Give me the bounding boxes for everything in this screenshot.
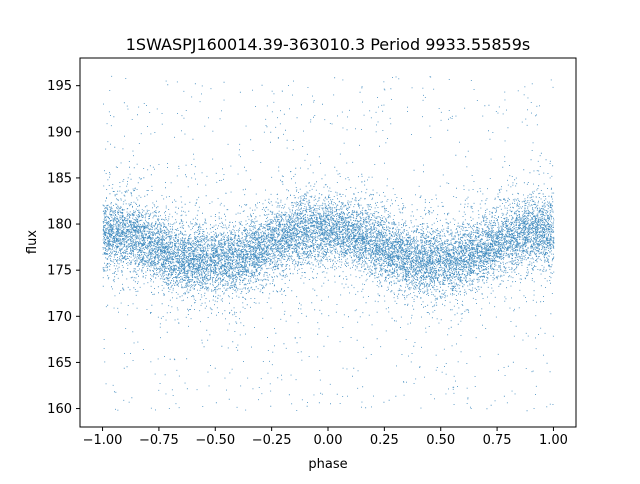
x-axis-label: phase <box>308 457 347 472</box>
x-tick-label: 0.00 <box>314 433 343 448</box>
x-tick-label: −0.50 <box>195 433 235 448</box>
y-tick-label: 190 <box>47 125 72 140</box>
y-tick-label: 185 <box>47 171 72 186</box>
x-tick-label: 0.25 <box>370 433 399 448</box>
y-tick-label: 160 <box>47 402 72 417</box>
y-tick-label: 165 <box>47 356 72 371</box>
x-tick-label: −0.75 <box>139 433 179 448</box>
x-tick-label: −0.25 <box>252 433 292 448</box>
y-tick-label: 195 <box>47 79 72 94</box>
x-tick-label: 0.75 <box>483 433 512 448</box>
data-points <box>102 75 555 412</box>
y-tick-label: 170 <box>47 310 72 325</box>
y-tick-label: 180 <box>47 218 72 233</box>
x-tick-label: 1.00 <box>539 433 568 448</box>
y-tick-label: 175 <box>47 264 72 279</box>
y-axis-label: flux <box>25 230 40 254</box>
scatter-points <box>102 75 555 412</box>
x-axis: −1.00 −0.75 −0.50 −0.25 0.00 0.25 0.50 0.75 1.00 <box>83 427 568 448</box>
x-tick-label: −1.00 <box>83 433 123 448</box>
chart-title: 1SWASPJ160014.39-363010.3 Period 9933.55… <box>126 35 531 54</box>
y-axis: 160 165 170 175 180 185 190 195 <box>47 79 80 417</box>
x-tick-label: 0.50 <box>426 433 455 448</box>
